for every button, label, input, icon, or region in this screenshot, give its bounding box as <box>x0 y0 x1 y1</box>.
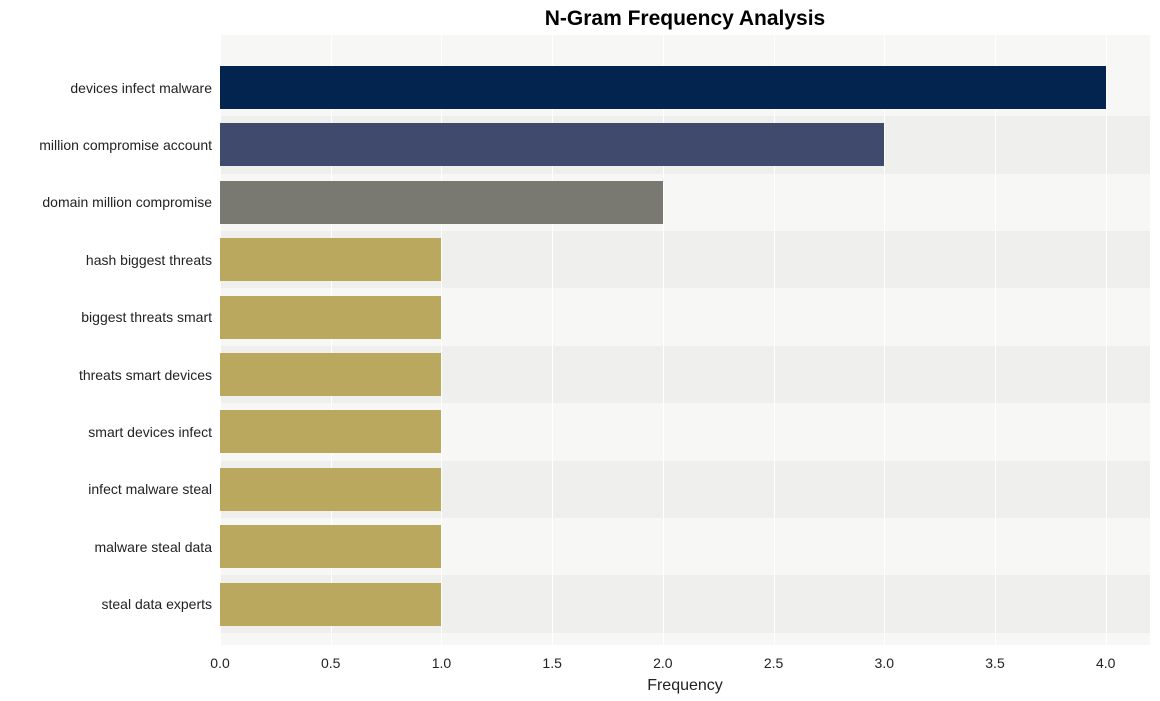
x-tick-label: 0.0 <box>210 655 229 671</box>
x-tick-label: 1.0 <box>432 655 451 671</box>
bar <box>220 181 663 224</box>
y-tick-label: domain million compromise <box>0 195 212 209</box>
chart-title: N-Gram Frequency Analysis <box>220 7 1150 31</box>
y-tick-label: biggest threats smart <box>0 310 212 324</box>
gridline-vertical <box>995 35 996 645</box>
gridline-vertical <box>1106 35 1107 645</box>
x-tick-label: 3.5 <box>985 655 1004 671</box>
bar <box>220 410 441 453</box>
y-tick-label: malware steal data <box>0 540 212 554</box>
chart-plot-area <box>220 35 1150 645</box>
x-tick-label: 4.0 <box>1096 655 1115 671</box>
bar <box>220 66 1106 109</box>
y-tick-label: threats smart devices <box>0 368 212 382</box>
x-axis-label: Frequency <box>220 677 1150 695</box>
bar <box>220 123 884 166</box>
x-tick-label: 2.5 <box>764 655 783 671</box>
y-tick-label: million compromise account <box>0 138 212 152</box>
y-tick-label: devices infect malware <box>0 81 212 95</box>
x-tick-label: 2.0 <box>653 655 672 671</box>
plot-stripe <box>220 633 1150 645</box>
bar <box>220 468 441 511</box>
y-tick-label: hash biggest threats <box>0 253 212 267</box>
y-tick-label: smart devices infect <box>0 425 212 439</box>
plot-stripe <box>220 35 1150 59</box>
x-tick-label: 1.5 <box>542 655 561 671</box>
bar <box>220 296 441 339</box>
bar <box>220 238 441 281</box>
x-tick-label: 0.5 <box>321 655 340 671</box>
bar <box>220 353 441 396</box>
x-tick-label: 3.0 <box>875 655 894 671</box>
bar <box>220 583 441 626</box>
bar <box>220 525 441 568</box>
gridline-vertical <box>884 35 885 645</box>
y-tick-label: infect malware steal <box>0 482 212 496</box>
y-tick-label: steal data experts <box>0 597 212 611</box>
